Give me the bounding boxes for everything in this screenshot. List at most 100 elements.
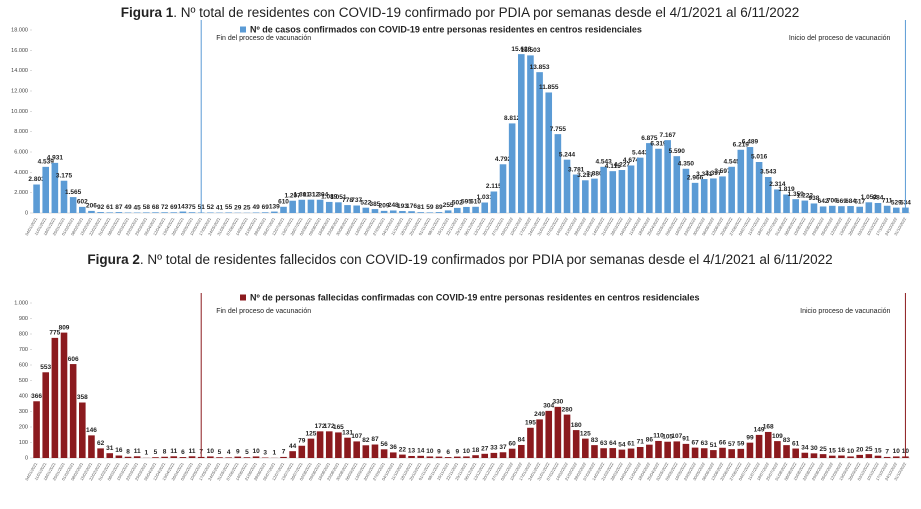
value-label: 778 [342,197,353,204]
value-label: 5.590 [669,148,686,155]
value-label: 3.397 [705,170,722,177]
bar [600,166,607,213]
bar [453,456,461,458]
bar [170,456,178,458]
bar [353,441,360,458]
value-label: 22 [399,446,407,453]
bar [563,159,571,213]
value-label: 83 [783,437,791,444]
value-label: 5 [218,449,222,456]
bar [572,174,580,213]
value-label: 502 [452,200,463,207]
value-label: 4 [227,449,231,456]
bar [225,457,232,458]
y-tick-label: 0 [25,455,28,461]
bar [289,451,296,458]
value-label: 3.781 [568,166,585,173]
bar [801,200,809,213]
y-tick-label: 1.000 [14,300,28,306]
value-label: 107 [671,433,682,440]
value-label: 52 [207,204,215,211]
annotation: Inicio proceso de vacunación [800,308,890,315]
value-label: 180 [571,422,582,429]
value-label: 3.543 [760,169,777,176]
value-label: 146 [86,427,97,434]
bar [673,156,681,213]
value-label: 168 [763,424,774,431]
value-label: 131 [342,429,353,436]
value-label: 1.304 [312,191,329,198]
bar [69,364,77,458]
bar [545,410,553,458]
bar [463,456,470,458]
bar [883,205,891,213]
bar [710,178,717,213]
value-label: 529 [891,199,902,206]
value-label: 358 [77,394,88,401]
value-label: 11 [134,448,141,455]
value-label: 6.219 [733,141,750,148]
bar [819,206,827,213]
bar [463,206,470,213]
value-label: 366 [31,393,42,400]
value-label: 610 [470,199,481,206]
value-label: 6.489 [742,139,759,146]
bar [408,455,415,458]
value-label: 553 [40,364,51,371]
value-label: 110 [653,433,664,440]
value-label: 775 [49,330,60,337]
bar [774,441,781,458]
value-label: 11.855 [539,84,559,91]
value-label: 51 [710,442,718,449]
value-label: 1.207 [285,192,302,199]
bar [691,182,699,213]
bar [618,170,626,213]
bar [152,457,159,458]
value-label: 5 [154,449,158,456]
value-label: 33 [490,445,498,452]
bar [582,180,589,213]
value-label: 63 [600,440,608,447]
bar [371,444,379,458]
bar [883,456,891,458]
value-label: 91 [682,436,690,443]
value-label: 59 [737,441,745,448]
title-text: . Nº total de residentes fallecidos con … [140,252,833,267]
value-label: 69 [170,204,178,211]
value-label: 3.175 [56,172,73,179]
bar [801,452,809,458]
bar [828,455,836,458]
value-label: 4.931 [47,155,64,162]
value-label: 15 [874,447,882,454]
bar [33,184,40,213]
y-tick-label: 500 [19,378,28,384]
value-label: 522 [360,199,371,206]
bar [179,211,187,213]
bar [51,337,59,458]
value-label: 64 [609,440,617,447]
y-tick-label: 400 [19,393,28,399]
bar [344,205,351,213]
value-label: 172 [324,423,335,430]
value-label: 11 [170,448,177,455]
value-label: 36 [390,444,398,451]
value-label: 642 [818,198,829,205]
value-label: 16 [838,447,846,454]
bar [627,448,635,458]
value-label: 30 [810,445,818,452]
bar [106,212,114,213]
value-label: 105 [662,433,673,440]
bar [865,454,873,458]
value-label: 1.052 [861,194,878,201]
value-label: 7.755 [550,126,567,133]
bar [115,455,123,458]
y-tick-label: 700 [19,347,28,353]
bar [79,206,86,213]
bar [143,212,150,213]
value-label: 25 [243,204,251,211]
value-label: 10 [426,448,434,455]
value-label: 59 [426,204,434,211]
bar [481,202,489,213]
value-label: 10 [847,448,855,455]
bar [536,419,543,458]
